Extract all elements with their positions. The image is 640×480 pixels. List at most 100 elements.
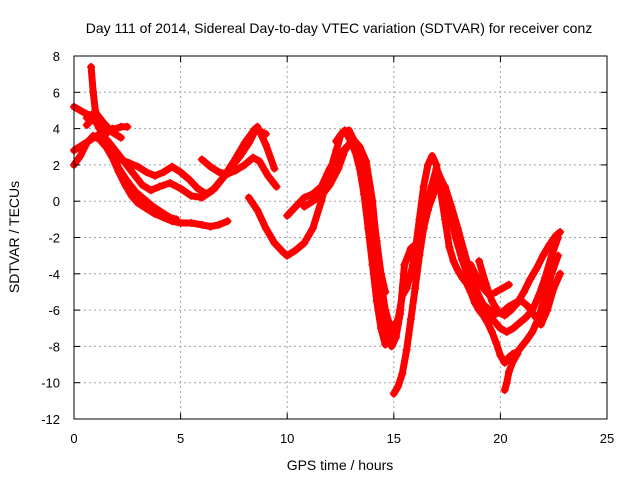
series-points	[197, 153, 281, 191]
data-point	[127, 191, 136, 200]
data-point	[466, 260, 475, 269]
data-point	[91, 108, 100, 117]
data-point	[123, 177, 132, 186]
data-point	[509, 356, 518, 365]
data-point	[317, 191, 326, 200]
data-series-15	[500, 349, 522, 394]
y-tick-labels: -12 -10 -8 -6 -4 -2 0 2 4 6 8	[41, 49, 60, 427]
data-point	[125, 159, 134, 168]
data-point	[445, 242, 454, 251]
data-point	[530, 311, 539, 320]
data-point	[338, 128, 347, 137]
data-point	[351, 139, 360, 148]
data-point	[504, 280, 513, 289]
data-point	[551, 231, 560, 240]
series-line	[332, 126, 389, 296]
data-point	[223, 217, 232, 226]
series-line	[83, 114, 278, 198]
data-series-11	[332, 126, 390, 296]
data-series-4	[82, 113, 279, 198]
series-line	[475, 228, 564, 319]
series-line	[70, 132, 231, 231]
data-point	[253, 122, 262, 131]
data-point	[490, 316, 499, 325]
chart-title: Day 111 of 2014, Sidereal Day-to-day VTE…	[86, 20, 593, 36]
axis-ticks	[73, 55, 608, 420]
data-point	[400, 260, 409, 269]
data-point	[515, 318, 524, 327]
data-point	[500, 358, 509, 367]
data-point	[114, 164, 123, 173]
data-point	[232, 166, 241, 175]
data-point	[340, 146, 349, 155]
data-point	[283, 251, 292, 260]
data-point	[428, 193, 437, 202]
data-point	[364, 179, 373, 188]
data-series-7	[197, 153, 281, 191]
data-point	[479, 300, 488, 309]
data-point	[500, 311, 509, 320]
data-point	[334, 164, 343, 173]
data-point	[423, 160, 432, 169]
data-point	[264, 171, 273, 180]
data-point	[185, 175, 194, 184]
data-point	[472, 273, 481, 282]
data-point	[547, 251, 556, 260]
data-point	[496, 351, 505, 360]
data-point	[325, 164, 334, 173]
data-point	[123, 122, 132, 131]
data-point	[402, 346, 411, 355]
data-point	[176, 168, 185, 177]
data-point	[475, 257, 484, 266]
data-point	[270, 238, 279, 247]
data-series-10	[300, 137, 562, 351]
data-point	[133, 162, 142, 171]
data-point	[176, 218, 185, 227]
data-point	[453, 224, 462, 233]
data-point	[223, 169, 232, 178]
data-point	[82, 113, 91, 122]
series-points	[82, 113, 279, 198]
data-point	[325, 180, 334, 189]
series-points	[500, 349, 522, 394]
data-point	[165, 213, 174, 222]
series-points	[332, 126, 390, 296]
data-point	[291, 246, 300, 255]
data-point	[261, 140, 270, 149]
data-point	[483, 318, 492, 327]
data-point	[202, 189, 211, 198]
data-point	[140, 195, 149, 204]
x-tick-label: 20	[493, 431, 507, 446]
data-point	[460, 248, 469, 257]
data-point	[394, 382, 403, 391]
data-point	[383, 324, 392, 333]
data-point	[494, 307, 503, 316]
data-point	[368, 206, 377, 215]
x-tick-label: 25	[600, 431, 614, 446]
data-point	[434, 175, 443, 184]
y-tick-label: -4	[48, 267, 60, 282]
data-point	[492, 287, 501, 296]
grid-lines	[74, 56, 607, 419]
y-tick-label: -12	[41, 412, 60, 427]
data-point	[517, 342, 526, 351]
data-point	[502, 378, 511, 387]
x-tick-label: 10	[280, 431, 294, 446]
data-point	[447, 202, 456, 211]
data-point	[496, 324, 505, 333]
data-point	[270, 164, 279, 173]
series-points	[70, 131, 232, 231]
data-point	[502, 327, 511, 336]
data-point	[176, 184, 185, 193]
x-axis-label: GPS time / hours	[287, 457, 394, 473]
data-point	[524, 302, 533, 311]
data-point	[415, 251, 424, 260]
data-point	[108, 148, 117, 157]
data-point	[244, 139, 253, 148]
data-point	[526, 275, 535, 284]
data-point	[509, 324, 518, 333]
data-point	[556, 269, 565, 278]
data-point	[82, 120, 91, 129]
data-point	[168, 162, 177, 171]
data-point	[159, 168, 168, 177]
